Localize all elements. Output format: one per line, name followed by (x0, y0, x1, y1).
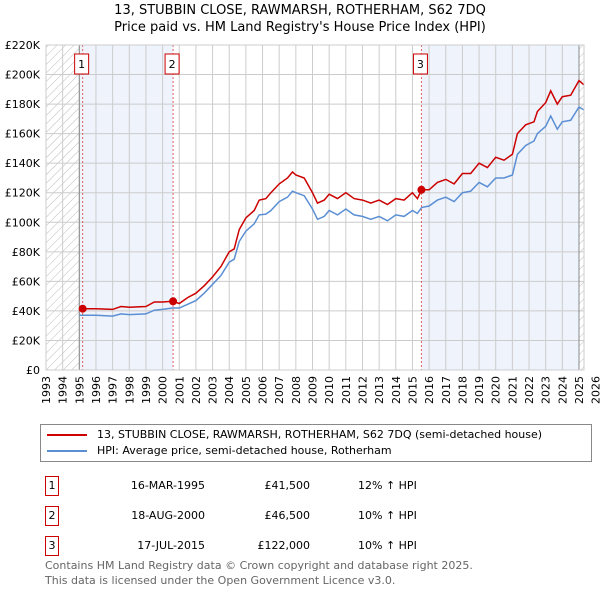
legend-hpi: HPI: Average price, semi-detached house,… (97, 444, 392, 457)
sale-number-badge: 1 (45, 476, 59, 496)
sale-point (417, 185, 426, 194)
sale-price: £122,000 (257, 539, 311, 552)
shaded-period-3 (421, 45, 580, 370)
x-tick-label: 2015 (406, 376, 419, 404)
sale-point (78, 304, 87, 313)
x-tick-label: 2025 (573, 376, 586, 404)
y-tick-label: £140K (5, 157, 41, 170)
x-tick-label: 2004 (223, 376, 236, 404)
x-tick-label: 1997 (107, 376, 120, 404)
x-tick-label: 2001 (173, 376, 186, 404)
sale-date: 17-JUL-2015 (137, 539, 205, 552)
shaded-period-1 (79, 45, 174, 370)
x-tick-label: 2005 (240, 376, 253, 404)
sale-row: 2 18-AUG-2000 £46,500 10% ↑ HPI (45, 506, 545, 526)
property-price-line (82, 79, 585, 311)
chart-plot: 1 2 3 1993 1994 1995 1996 1997 1998 1999 2000 2001 2… (5, 39, 600, 404)
x-tick-label: 2012 (356, 376, 369, 404)
sale-hpi-diff: 10% ↑ HPI (358, 539, 417, 552)
x-tick-label: 2006 (257, 376, 270, 404)
x-tick-label: 2018 (456, 376, 469, 404)
x-tick-label: 2007 (273, 376, 286, 404)
footer-copyright: Contains HM Land Registry data © Crown c… (45, 559, 473, 572)
sale-price: £46,500 (264, 509, 311, 522)
y-tick-label: £100K (5, 216, 41, 229)
y-tick-label: £80K (12, 246, 41, 259)
y-tick-label: £20K (12, 334, 41, 347)
x-tick-label: 2008 (290, 376, 303, 404)
chart-subtitle: Price paid vs. HM Land Registry's House … (114, 20, 486, 35)
footer-licence: This data is licensed under the Open Gov… (45, 574, 396, 587)
legend-blue-line (47, 450, 87, 452)
x-tick-label: 2003 (207, 376, 220, 404)
x-tick-label: 2023 (540, 376, 553, 404)
hatch-region-right (579, 45, 584, 370)
x-tick-label: 2026 (590, 376, 600, 404)
x-tick-label: 1994 (57, 376, 70, 404)
legend: 13, STUBBIN CLOSE, RAWMARSH, ROTHERHAM, … (40, 424, 592, 462)
sale-row: 3 17-JUL-2015 £122,000 10% ↑ HPI (45, 536, 545, 556)
x-tick-label: 2014 (390, 376, 403, 404)
y-tick-label: £220K (5, 39, 41, 52)
x-tick-label: 2022 (523, 376, 536, 404)
x-tick-label: 1999 (140, 376, 153, 404)
y-tick-label: £180K (5, 98, 41, 111)
x-tick-label: 1995 (73, 376, 86, 404)
x-tick-label: 2002 (190, 376, 203, 404)
sale-price: £41,500 (264, 479, 311, 492)
x-tick-label: 2000 (157, 376, 170, 404)
x-tick-label: 2024 (556, 376, 569, 404)
sale-row: 1 16-MAR-1995 £41,500 12% ↑ HPI (45, 476, 545, 496)
y-tick-label: £60K (12, 275, 41, 288)
plot-frame (45, 44, 585, 371)
sale-point (169, 297, 178, 306)
y-tick-label: £120K (5, 187, 41, 200)
sale-date: 18-AUG-2000 (131, 509, 205, 522)
x-tick-label: 2011 (340, 376, 353, 404)
x-tick-label: 1996 (90, 376, 103, 404)
chart-title: 13, STUBBIN CLOSE, RAWMARSH, ROTHERHAM, … (114, 3, 486, 18)
sale-label-box (74, 53, 90, 75)
x-tick-label: 2017 (440, 376, 453, 404)
legend-property: 13, STUBBIN CLOSE, RAWMARSH, ROTHERHAM, … (97, 428, 543, 441)
hpi-line (79, 105, 585, 317)
x-tick-label: 1993 (40, 376, 53, 404)
x-tick-label: 1998 (123, 376, 136, 404)
sale-label-box (412, 53, 428, 75)
x-tick-label: 2009 (307, 376, 320, 404)
x-tick-label: 2020 (490, 376, 503, 404)
sale-number-badge: 3 (45, 536, 59, 556)
sale-hpi-diff: 10% ↑ HPI (358, 509, 417, 522)
x-tick-label: 2010 (323, 376, 336, 404)
sale-date: 16-MAR-1995 (130, 479, 205, 492)
x-tick-label: 2021 (506, 376, 519, 404)
sale-hpi-diff: 12% ↑ HPI (358, 479, 417, 492)
sale-label-box (164, 53, 180, 75)
x-tick-label: 2016 (423, 376, 436, 404)
sale-label: 2 (169, 58, 176, 71)
sale-number-badge: 2 (45, 506, 59, 526)
sale-label: 1 (78, 58, 85, 71)
x-tick-label: 2019 (473, 376, 486, 404)
y-tick-label: £160K (5, 128, 41, 141)
y-tick-label: £0 (26, 364, 40, 377)
x-tick-label: 2013 (373, 376, 386, 404)
sale-label: 3 (417, 58, 424, 71)
y-tick-label: £200K (5, 69, 41, 82)
y-tick-label: £40K (12, 305, 41, 318)
legend-red-line (47, 434, 87, 436)
